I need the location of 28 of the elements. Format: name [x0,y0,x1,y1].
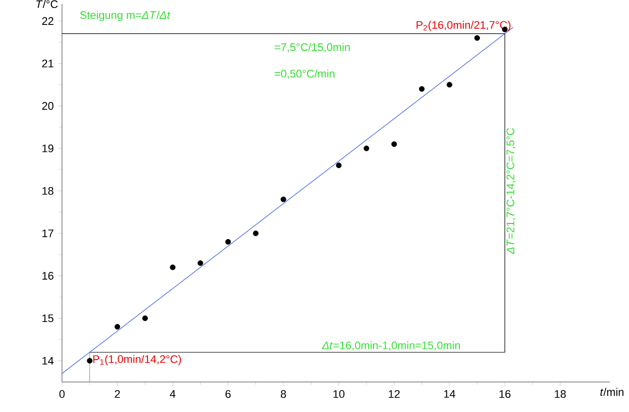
y-tick-label: 16 [42,272,54,280]
y-tick-label: 19 [42,144,54,152]
x-tick-label: 6 [226,390,231,398]
x-tick-label: 12 [388,390,400,398]
annotation: Δt=16,0min-1,0min=15,0min [322,341,460,351]
y-tick-label: 15 [42,314,54,322]
x-tick-label: 8 [280,390,286,398]
annotation: P$_{1}$(1,0min/14,2°C) [93,354,181,366]
x-tick-label: 10 [333,390,344,398]
y-tick-label: 17 [42,230,54,238]
y-axis-title: T/°C [36,0,58,8]
x-tick-label: 0 [59,390,65,398]
x-tick-label: 18 [554,390,566,398]
x-axis-title: t/min [600,388,624,396]
y-tick-label: 22 [42,17,54,25]
y-tick-label: 21 [42,60,54,68]
x-tick-label: 14 [444,390,456,398]
x-tick-label: 4 [170,390,176,398]
annotation: P$_{2}$(16,0min/21,7°C) [416,20,510,32]
annotation: =0,50°C/min [274,69,334,79]
annotation: =7,5°C/15,0min [274,43,350,52]
x-tick-label: 2 [114,390,120,398]
y-tick-label: 20 [42,102,54,110]
y-tick-label: 18 [42,186,54,195]
y-tick-label: 14 [42,356,54,365]
x-tick-label: 16 [500,390,510,398]
annotation: ΔT=21,7°C-14,2°C=7,5°C [506,128,516,254]
annotation: Steigung m=ΔT/Δt [80,10,170,22]
